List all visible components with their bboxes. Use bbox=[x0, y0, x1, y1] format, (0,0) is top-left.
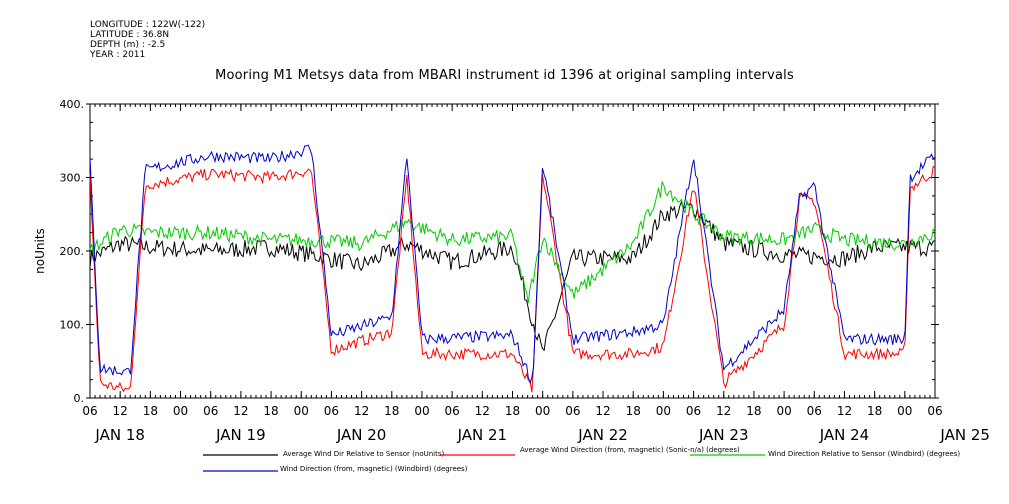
x-tick-label: 00 bbox=[173, 404, 188, 418]
x-tick-label: 12 bbox=[233, 404, 248, 418]
day-label: JAN 21 bbox=[457, 426, 508, 444]
x-tick-label: 12 bbox=[716, 404, 731, 418]
x-tick-label: 06 bbox=[324, 404, 339, 418]
day-label: JAN 20 bbox=[336, 426, 387, 444]
y-tick-label: 0. bbox=[74, 392, 85, 405]
year-label: YEAR : 2011 bbox=[90, 50, 146, 60]
x-tick-label: 12 bbox=[475, 404, 490, 418]
x-tick-label: 18 bbox=[626, 404, 641, 418]
series-line-2 bbox=[89, 165, 936, 393]
legend-label: Average Wind Dir Relative to Sensor (noU… bbox=[283, 450, 444, 458]
y-tick-label: 400. bbox=[60, 98, 85, 111]
x-tick-label: 18 bbox=[746, 404, 761, 418]
x-tick-label: 00 bbox=[535, 404, 550, 418]
x-tick-label: 18 bbox=[384, 404, 399, 418]
x-tick-label: 00 bbox=[897, 404, 912, 418]
y-axis-label: noUnits bbox=[33, 228, 47, 274]
x-tick-label: 00 bbox=[414, 404, 429, 418]
depth-label: DEPTH (m) : -2.5 bbox=[90, 40, 166, 50]
series-line-4 bbox=[89, 144, 936, 385]
y-tick-label: 100. bbox=[60, 319, 85, 332]
x-tick-label: 06 bbox=[686, 404, 701, 418]
x-tick-label: 18 bbox=[867, 404, 882, 418]
day-label: JAN 25 bbox=[939, 426, 990, 444]
latitude-label: LATITUDE : 36.8N bbox=[90, 30, 170, 40]
x-tick-label: 00 bbox=[294, 404, 309, 418]
day-label: JAN 22 bbox=[577, 426, 628, 444]
day-label: JAN 23 bbox=[698, 426, 749, 444]
x-tick-label: 06 bbox=[927, 404, 942, 418]
longitude-label: LONGITUDE : 122W(-122) bbox=[90, 20, 206, 30]
y-tick-label: 200. bbox=[60, 245, 85, 258]
x-tick-label: 06 bbox=[445, 404, 460, 418]
x-tick-label: 00 bbox=[776, 404, 791, 418]
x-tick-label: 18 bbox=[263, 404, 278, 418]
legend-label: Average Wind Direction (from, magnetic) … bbox=[520, 446, 740, 454]
legend-label: Wind Direction (from, magnetic) (Windbir… bbox=[280, 465, 468, 473]
x-tick-label: 18 bbox=[505, 404, 520, 418]
x-tick-label: 12 bbox=[837, 404, 852, 418]
series-line-3 bbox=[89, 180, 936, 304]
day-label: JAN 19 bbox=[215, 426, 266, 444]
x-tick-label: 18 bbox=[143, 404, 158, 418]
x-tick-label: 06 bbox=[203, 404, 218, 418]
x-tick-label: 06 bbox=[565, 404, 580, 418]
header-info: LONGITUDE : 122W(-122) LATITUDE : 36.8N … bbox=[90, 20, 205, 60]
x-tick-label: 12 bbox=[113, 404, 128, 418]
x-tick-label: 06 bbox=[807, 404, 822, 418]
legend-label: Wind Direction Relative to Sensor (Windb… bbox=[768, 450, 960, 458]
series-line-1 bbox=[89, 200, 936, 352]
x-tick-label: 06 bbox=[82, 404, 97, 418]
x-tick-label: 00 bbox=[656, 404, 671, 418]
chart-title: Mooring M1 Metsys data from MBARI instru… bbox=[215, 68, 794, 83]
x-tick-label: 12 bbox=[595, 404, 610, 418]
day-label: JAN 18 bbox=[94, 426, 145, 444]
y-tick-label: 300. bbox=[60, 172, 85, 185]
x-tick-label: 12 bbox=[354, 404, 369, 418]
day-label: JAN 24 bbox=[819, 426, 870, 444]
